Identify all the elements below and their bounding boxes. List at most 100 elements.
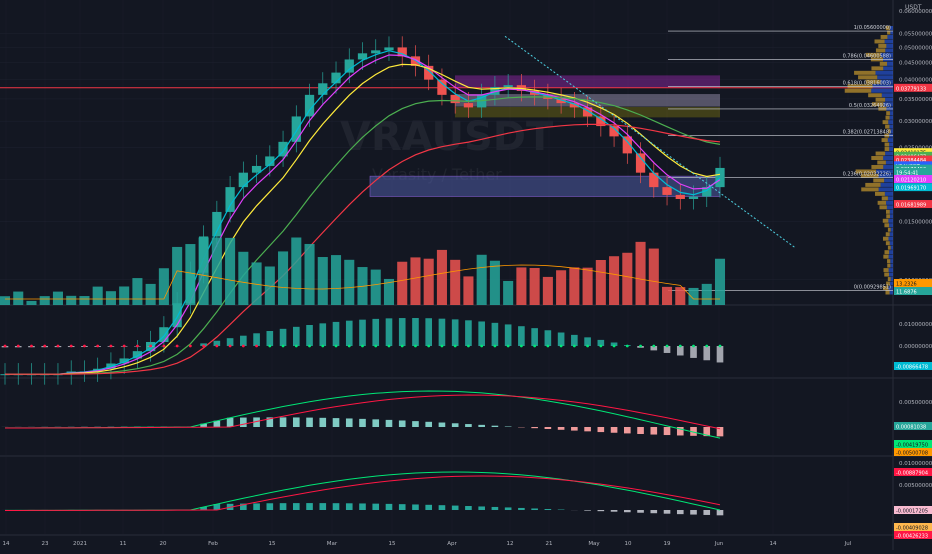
osc1-dot <box>401 345 404 348</box>
osc3-histogram-bar <box>598 510 605 511</box>
volume-profile-bar-up <box>876 98 886 102</box>
osc3-histogram-bar <box>359 503 366 510</box>
candle-body <box>345 59 354 72</box>
osc1-histogram-bar <box>425 318 432 346</box>
volume-bar <box>371 270 381 305</box>
volume-bar <box>159 268 169 305</box>
volume-bar <box>636 242 646 305</box>
osc1-dot <box>652 345 655 348</box>
volume-bar <box>119 286 129 305</box>
volume-profile-bar-up <box>875 192 885 196</box>
candle-body <box>172 303 181 327</box>
volume-profile-bar-down <box>888 120 893 124</box>
volume-profile-bar-up <box>868 93 882 97</box>
fib-level-label: 0(0.00929851) <box>854 284 891 290</box>
volume-bar <box>662 287 672 305</box>
osc1-histogram-bar <box>717 346 724 362</box>
osc1-histogram-bar <box>240 336 247 346</box>
osc2-histogram-bar <box>306 418 313 427</box>
osc2-histogram-bar <box>439 423 446 427</box>
volume-bar <box>66 296 76 305</box>
osc1-dot <box>613 345 616 348</box>
volume-profile-bar-down <box>881 183 893 187</box>
osc1-dot <box>692 345 695 348</box>
candle-body <box>636 153 645 172</box>
osc1-histogram-bar <box>412 318 419 346</box>
osc3-histogram-bar <box>518 508 525 510</box>
osc1-dot <box>480 345 483 348</box>
volume-profile-bar-up <box>871 165 883 169</box>
fib-level-label: 0.236(0.02032226) <box>843 172 891 178</box>
osc3-histogram-bar <box>478 506 485 510</box>
volume-profile-bar-up <box>887 264 890 268</box>
candle-body <box>384 47 393 50</box>
osc3-histogram-bar <box>333 503 340 510</box>
volume-bar <box>543 277 553 305</box>
volume-bar <box>331 255 341 305</box>
osc2-tag: 0.00081038 <box>896 425 926 431</box>
price-tick-label: 0.03000000 <box>899 119 932 125</box>
osc1-histogram-bar <box>531 328 538 346</box>
volume-profile-bar-down <box>887 35 893 39</box>
candle-body <box>504 85 513 87</box>
osc1-dot <box>149 345 152 348</box>
volume-profile-bar-up <box>883 219 889 223</box>
osc3-histogram-bar <box>452 506 459 510</box>
volume-bar <box>26 301 36 305</box>
osc1-dot <box>202 345 205 348</box>
osc3-histogram-bar <box>386 504 393 510</box>
osc3-histogram-bar <box>267 503 274 510</box>
volume-bar <box>609 256 619 305</box>
osc2-histogram-bar <box>372 419 379 427</box>
osc2-histogram-bar <box>412 421 419 427</box>
volume-profile-bar-down <box>890 210 893 214</box>
osc1-tick: 0.01000000 <box>899 322 932 328</box>
price-tick-label: 0.04500000 <box>899 61 932 67</box>
volume-bar <box>305 244 315 305</box>
price-tick-label: 0.03500000 <box>899 97 932 103</box>
osc3-histogram-bar <box>280 503 287 510</box>
osc3-histogram-bar <box>505 507 512 510</box>
osc1-dot <box>83 345 86 348</box>
osc1-dot <box>599 345 602 348</box>
osc1-dot <box>626 345 629 348</box>
volume-profile-bar-down <box>890 116 893 120</box>
volume-profile-bar-down <box>889 268 893 272</box>
volume-bar <box>424 259 434 305</box>
osc3-histogram-bar <box>664 510 671 514</box>
volume-profile-bar-up <box>876 48 885 52</box>
volume-bar <box>622 253 632 305</box>
volume-profile-bar-down <box>886 44 893 48</box>
volume-profile-bar-up <box>885 147 890 151</box>
volume-bar <box>225 238 235 305</box>
volume-profile-bar-up <box>886 214 890 218</box>
candle-body <box>662 187 671 195</box>
volume-profile-bar-down <box>891 129 893 133</box>
osc1-dot <box>268 345 271 348</box>
osc1-dot <box>494 345 497 348</box>
osc2-histogram-bar <box>346 418 353 427</box>
osc3-histogram-bar <box>690 510 697 515</box>
volume-profile-bar-up <box>880 62 887 66</box>
osc2-tick: 0.00500000 <box>899 400 932 406</box>
osc1-tick-zero: 0.00000000 <box>899 344 932 350</box>
price-tick-label: 0.05500000 <box>899 32 932 38</box>
volume-tag: 11.6876 <box>896 290 917 296</box>
osc2-histogram-bar <box>452 423 459 427</box>
volume-profile-bar-down <box>871 89 893 93</box>
volume-bar <box>0 296 10 305</box>
volume-profile-bar-up <box>876 152 886 156</box>
volume-profile-bar-down <box>885 192 893 196</box>
osc1-dot <box>308 345 311 348</box>
time-tick-label: May <box>588 541 600 547</box>
volume-profile-bar-up <box>888 228 891 232</box>
volume-profile-bar-up <box>881 35 888 39</box>
volume-profile-bar-up <box>861 187 878 191</box>
time-tick-label: Jun <box>714 541 724 547</box>
osc1-histogram-bar <box>306 325 313 346</box>
time-tick-label: 19 <box>664 541 671 547</box>
volume-bar <box>569 267 579 305</box>
osc3-histogram-bar <box>412 504 419 510</box>
